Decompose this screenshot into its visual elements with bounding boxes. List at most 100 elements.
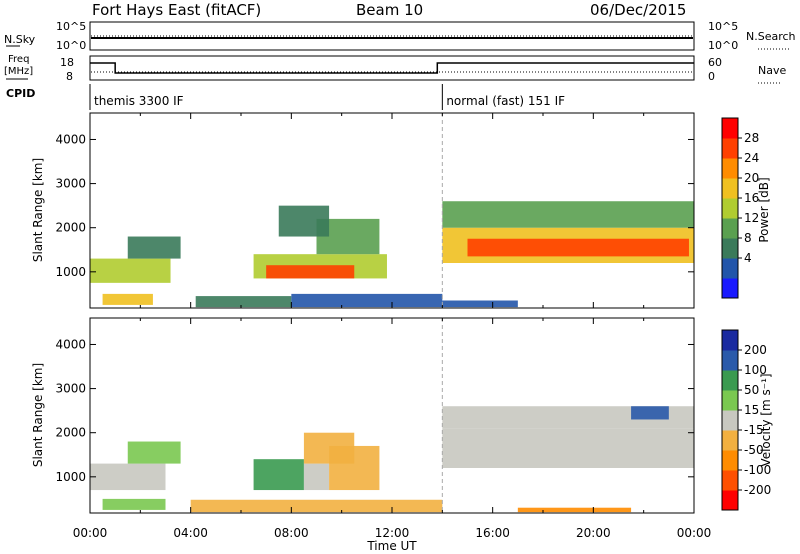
velocity-colorbar-label: Velocity [m s⁻¹]: [759, 373, 773, 466]
date-title: 06/Dec/2015: [590, 1, 686, 19]
colorbar-segment: [722, 330, 738, 351]
heatmap-cell: [291, 293, 443, 308]
velocity-colorbar: 200 100 50 15 -15 -50 -100 -200: [721, 329, 771, 511]
colorbar-segment: [722, 450, 738, 471]
power-ylabel: Slant Range [km]: [31, 158, 45, 262]
time-axis-label: Time UT: [366, 539, 417, 553]
freq-unit: [MHz]: [4, 66, 33, 77]
colorbar-tick-label: 8: [744, 231, 752, 245]
heatmap-cell: [442, 300, 518, 308]
x-tick-label: 08:00: [274, 526, 309, 540]
nave-tick-high: 60: [708, 56, 722, 69]
beam-title: Beam 10: [356, 1, 423, 19]
colorbar-segment: [722, 198, 738, 219]
heatmap-cell: [90, 463, 166, 491]
y-tick-label: 4000: [55, 132, 86, 146]
y-tick-label: 1000: [55, 470, 86, 484]
colorbar-tick-label: 15: [744, 403, 759, 417]
x-tick-label: 00:00: [73, 526, 108, 540]
colorbar-tick-label: 100: [744, 363, 767, 377]
velocity-ylabel: Slant Range [km]: [31, 363, 45, 467]
colorbar-tick-label: 20: [744, 171, 759, 185]
colorbar-segment: [722, 410, 738, 431]
heatmap-cell: [467, 238, 689, 257]
heatmap-cell: [442, 428, 694, 468]
heatmap-cell: [253, 459, 304, 491]
colorbar-tick-label: 24: [744, 151, 759, 165]
heatmap-cell: [190, 499, 443, 513]
colorbar-tick-label: -15: [744, 423, 764, 437]
y-tick-label: 1000: [55, 265, 86, 279]
freq-label: Freq: [8, 54, 29, 65]
cpid-panel: themis 3300 IF normal (fast) 151 IF: [89, 84, 565, 110]
colorbar-tick-label: -200: [744, 483, 771, 497]
freq-tick-high: 18: [60, 56, 74, 69]
nave-tick-low: 0: [708, 70, 715, 83]
nave-label: Nave: [758, 64, 786, 77]
x-tick-label: 04:00: [173, 526, 208, 540]
colorbar-tick-label: -100: [744, 463, 771, 477]
power-colorbar: 28 24 20 16 12 8 4: [721, 117, 759, 299]
colorbar-segment: [722, 370, 738, 391]
heatmap-cell: [631, 406, 669, 420]
power-colorbar-label: Power [dB]: [757, 177, 771, 242]
nsearch-tick-high: 10^5: [708, 20, 738, 33]
nsky-tick-low: 10^0: [56, 39, 86, 52]
colorbar-segment: [722, 158, 738, 179]
freq-trace: [90, 62, 694, 74]
nsearch-label: N.Search: [746, 30, 796, 43]
x-tick-label: 16:00: [475, 526, 510, 540]
colorbar-segment: [722, 238, 738, 259]
colorbar-tick-label: 4: [744, 251, 752, 265]
heatmap-cell: [517, 507, 632, 513]
heatmap-cell: [303, 432, 355, 464]
freq-panel-frame: [89, 55, 695, 81]
colorbar-segment: [722, 138, 738, 159]
colorbar-segment: [722, 470, 738, 491]
heatmap-cell: [195, 296, 292, 308]
heatmap-cell: [127, 441, 181, 464]
y-tick-label: 2000: [55, 426, 86, 440]
colorbar-segment: [722, 258, 738, 279]
colorbar-segment: [722, 430, 738, 451]
cpid-label: CPID: [6, 87, 35, 100]
freq-step-line: [90, 62, 694, 74]
colorbar-tick-label: 16: [744, 191, 759, 205]
colorbar-segment: [722, 218, 738, 239]
colorbar-tick-label: 50: [744, 383, 759, 397]
heatmap-cell: [266, 265, 355, 279]
nsky-panel-frame: [89, 21, 695, 51]
colorbar-segment: [722, 350, 738, 371]
heatmap-cell: [303, 463, 330, 491]
velocity-panel: 1000 2000 3000 4000: [55, 317, 695, 514]
x-tick-label: 20:00: [576, 526, 611, 540]
colorbar-frame: [721, 117, 739, 299]
power-panel: 1000 2000 3000 4000: [55, 112, 695, 309]
colorbar-tick-label: 200: [744, 343, 767, 357]
colorbar-segment: [722, 390, 738, 411]
freq-tick-low: 8: [66, 70, 73, 83]
colorbar-tick-label: -50: [744, 443, 764, 457]
nsky-tick-high: 10^5: [56, 20, 86, 33]
cpid-mode-label: normal (fast) 151 IF: [446, 94, 565, 108]
heatmap-cell: [278, 205, 330, 237]
nsearch-tick-low: 10^0: [708, 39, 738, 52]
time-axis: 00:00 04:00 08:00 12:00 16:00 20:00 00:00: [73, 526, 712, 540]
y-tick-label: 3000: [55, 177, 86, 191]
y-tick-label: 2000: [55, 221, 86, 235]
colorbar-segment: [722, 118, 738, 139]
colorbar-segment: [722, 278, 738, 299]
colorbar-segment: [722, 490, 738, 511]
heatmap-cell: [102, 498, 166, 510]
nsky-label: N.Sky: [4, 33, 36, 46]
y-tick-label: 3000: [55, 382, 86, 396]
colorbar-segment: [722, 178, 738, 199]
x-tick-label: 00:00: [677, 526, 712, 540]
x-tick-label: 12:00: [375, 526, 410, 540]
heatmap-cell: [90, 258, 171, 283]
heatmap-cell: [102, 293, 153, 305]
colorbar-frame: [721, 329, 739, 511]
cpid-mode-label: themis 3300 IF: [94, 94, 184, 108]
colorbar-tick-label: 12: [744, 211, 759, 225]
